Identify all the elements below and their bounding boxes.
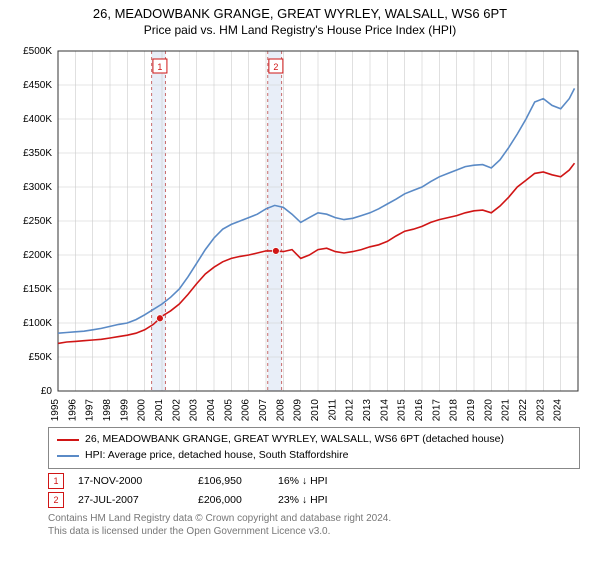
- footnote-line: Contains HM Land Registry data © Crown c…: [48, 512, 580, 525]
- svg-text:2008: 2008: [275, 399, 286, 421]
- svg-text:2018: 2018: [449, 399, 460, 421]
- sale-row: 2 27-JUL-2007£206,00023% ↓ HPI: [48, 492, 580, 508]
- svg-text:1999: 1999: [119, 399, 130, 421]
- svg-text:£50K: £50K: [29, 352, 53, 363]
- line-chart: £0 £50K £100K £150K £200K £250K £300K £350K £400…: [10, 41, 590, 421]
- legend-item: HPI: Average price, detached house, Sout…: [57, 448, 571, 464]
- svg-text:2023: 2023: [535, 399, 546, 421]
- sale-date: 17-NOV-2000: [78, 475, 198, 487]
- chart-title: 26, MEADOWBANK GRANGE, GREAT WYRLEY, WAL…: [0, 6, 600, 21]
- svg-text:2017: 2017: [431, 399, 442, 421]
- svg-text:2011: 2011: [327, 399, 338, 421]
- footnote: Contains HM Land Registry data © Crown c…: [48, 512, 580, 538]
- svg-text:2004: 2004: [206, 399, 217, 421]
- svg-text:£150K: £150K: [23, 284, 52, 295]
- chart-subtitle: Price paid vs. HM Land Registry's House …: [0, 23, 600, 37]
- legend-item: 26, MEADOWBANK GRANGE, GREAT WYRLEY, WAL…: [57, 432, 571, 448]
- sale-date: 27-JUL-2007: [78, 494, 198, 506]
- svg-text:1: 1: [157, 62, 162, 72]
- svg-text:1998: 1998: [102, 399, 113, 421]
- svg-text:£500K: £500K: [23, 46, 52, 57]
- sale-price: £106,950: [198, 475, 278, 487]
- svg-text:£0: £0: [41, 386, 53, 397]
- container: 26, MEADOWBANK GRANGE, GREAT WYRLEY, WAL…: [0, 6, 600, 566]
- svg-text:2015: 2015: [397, 399, 408, 421]
- svg-text:£250K: £250K: [23, 216, 52, 227]
- svg-text:2020: 2020: [483, 399, 494, 421]
- svg-text:2013: 2013: [362, 399, 373, 421]
- chart-area: £0 £50K £100K £150K £200K £250K £300K £350K £400…: [10, 41, 590, 421]
- svg-text:2019: 2019: [466, 399, 477, 421]
- legend-swatch: [57, 439, 79, 441]
- svg-text:2001: 2001: [154, 399, 165, 421]
- sale-price: £206,000: [198, 494, 278, 506]
- svg-text:£300K: £300K: [23, 182, 52, 193]
- svg-text:2005: 2005: [223, 399, 234, 421]
- legend: 26, MEADOWBANK GRANGE, GREAT WYRLEY, WAL…: [48, 427, 580, 469]
- legend-swatch: [57, 455, 79, 457]
- sale-delta: 16% ↓ HPI: [278, 475, 398, 487]
- svg-text:£400K: £400K: [23, 114, 52, 125]
- svg-text:2010: 2010: [310, 399, 321, 421]
- svg-text:2000: 2000: [137, 399, 148, 421]
- svg-text:2009: 2009: [293, 399, 304, 421]
- svg-text:2014: 2014: [379, 399, 390, 421]
- svg-text:2024: 2024: [553, 399, 564, 421]
- svg-text:1997: 1997: [85, 399, 96, 421]
- svg-text:£450K: £450K: [23, 80, 52, 91]
- svg-text:2012: 2012: [345, 399, 356, 421]
- svg-text:1996: 1996: [67, 399, 78, 421]
- sale-marker: 1: [48, 473, 64, 489]
- sale-marker: 2: [48, 492, 64, 508]
- svg-text:2021: 2021: [501, 399, 512, 421]
- svg-text:2: 2: [273, 62, 278, 72]
- svg-text:2007: 2007: [258, 399, 269, 421]
- svg-text:£200K: £200K: [23, 250, 52, 261]
- legend-label: HPI: Average price, detached house, Sout…: [85, 448, 348, 464]
- footnote-line: This data is licensed under the Open Gov…: [48, 525, 580, 538]
- svg-text:2003: 2003: [189, 399, 200, 421]
- svg-text:2016: 2016: [414, 399, 425, 421]
- svg-text:2006: 2006: [241, 399, 252, 421]
- svg-text:2022: 2022: [518, 399, 529, 421]
- svg-text:2002: 2002: [171, 399, 182, 421]
- legend-label: 26, MEADOWBANK GRANGE, GREAT WYRLEY, WAL…: [85, 432, 504, 448]
- svg-text:£350K: £350K: [23, 148, 52, 159]
- sale-delta: 23% ↓ HPI: [278, 494, 398, 506]
- svg-text:£100K: £100K: [23, 318, 52, 329]
- sales-table: 1 17-NOV-2000£106,95016% ↓ HPI 2 27-JUL-200…: [48, 473, 580, 508]
- sale-row: 1 17-NOV-2000£106,95016% ↓ HPI: [48, 473, 580, 489]
- svg-text:1995: 1995: [50, 399, 61, 421]
